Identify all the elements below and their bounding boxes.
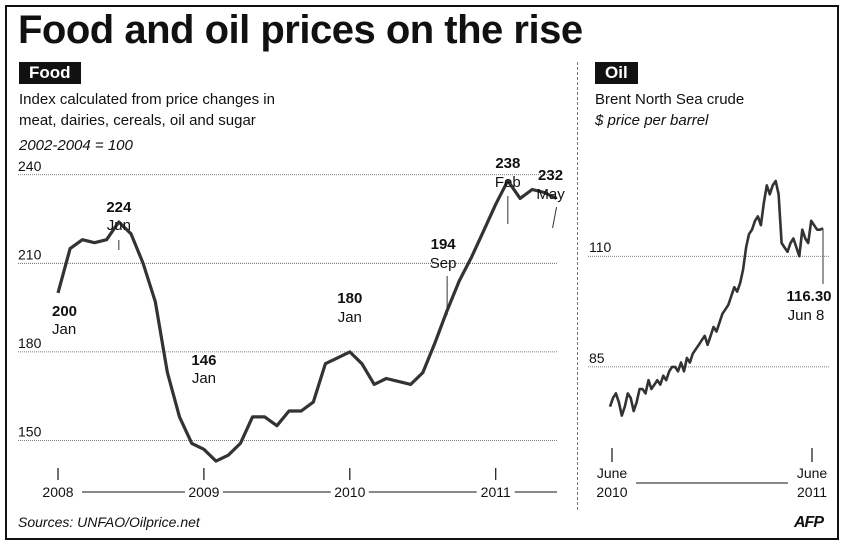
food-annotation-value: 146: [191, 352, 216, 369]
source-note: Sources: UNFAO/Oilprice.net: [18, 514, 200, 530]
oil-chart: 85 110 116.30 Jun 8 June 2010 June 2011: [588, 179, 832, 500]
agency-logo: AFP: [794, 514, 824, 531]
oil-unit-note: $ price per barrel: [595, 112, 709, 129]
food-x-label-bg: [39, 484, 77, 500]
oil-series-line: [608, 179, 824, 417]
food-x-tick-label: 2008: [42, 484, 73, 500]
food-x-label-bg: [330, 484, 369, 500]
oil-y-tick-label: 85: [589, 350, 605, 366]
food-base-note: 2002-2004 = 100: [19, 137, 133, 154]
panel-divider: [577, 62, 578, 510]
food-annotation-month: Jan: [338, 309, 362, 326]
food-annotation-value: 224: [106, 199, 132, 216]
food-y-tick-label: 180: [18, 335, 42, 351]
food-y-tick-label: 150: [18, 423, 42, 439]
food-y-tick-label: 210: [18, 246, 42, 262]
food-annotation-value: 232: [538, 167, 563, 184]
food-annotation-month: Jun: [107, 217, 131, 234]
infographic-frame: [5, 5, 839, 540]
oil-badge: Oil: [595, 62, 638, 84]
food-annotation-month: May: [536, 186, 565, 203]
food-x-tick-label: 2011: [481, 484, 511, 500]
oil-annotation-value: 116.30: [786, 288, 831, 305]
oil-annotation-date: Jun 8: [788, 307, 825, 324]
food-x-label-bg: [476, 484, 515, 500]
food-annotation-month: Feb: [495, 174, 521, 191]
food-badge: Food: [19, 62, 81, 84]
food-x-tick-label: 2009: [188, 484, 219, 500]
food-series-line: [56, 179, 558, 463]
oil-x-label-left: June: [597, 465, 628, 481]
oil-x-label-left: 2010: [596, 484, 627, 500]
oil-subtitle: Brent North Sea crude: [595, 91, 745, 108]
food-y-tick-label: 240: [18, 158, 42, 174]
food-annotation-leader: [552, 206, 558, 229]
food-subtitle-line1: Index calculated from price changes in: [19, 91, 275, 108]
oil-y-tick-label: 110: [589, 239, 612, 255]
food-annotation-month: Sep: [430, 255, 457, 272]
food-annotation-value: 180: [337, 290, 362, 307]
food-annotation-month: Jan: [192, 370, 216, 387]
food-x-tick-label: 2010: [334, 484, 365, 500]
page-title: Food and oil prices on the rise: [18, 8, 583, 52]
food-x-label-bg: [184, 484, 223, 500]
food-subtitle-line2: meat, dairies, cereals, oil and sugar: [19, 112, 256, 129]
food-annotation-month: Jan: [52, 321, 76, 338]
food-annotation-value: 194: [431, 236, 457, 253]
food-annotation-value: 200: [52, 303, 77, 320]
food-annotation-value: 238: [495, 155, 520, 172]
oil-x-label-right: June: [797, 465, 828, 481]
oil-x-label-right: 2011: [797, 484, 827, 500]
